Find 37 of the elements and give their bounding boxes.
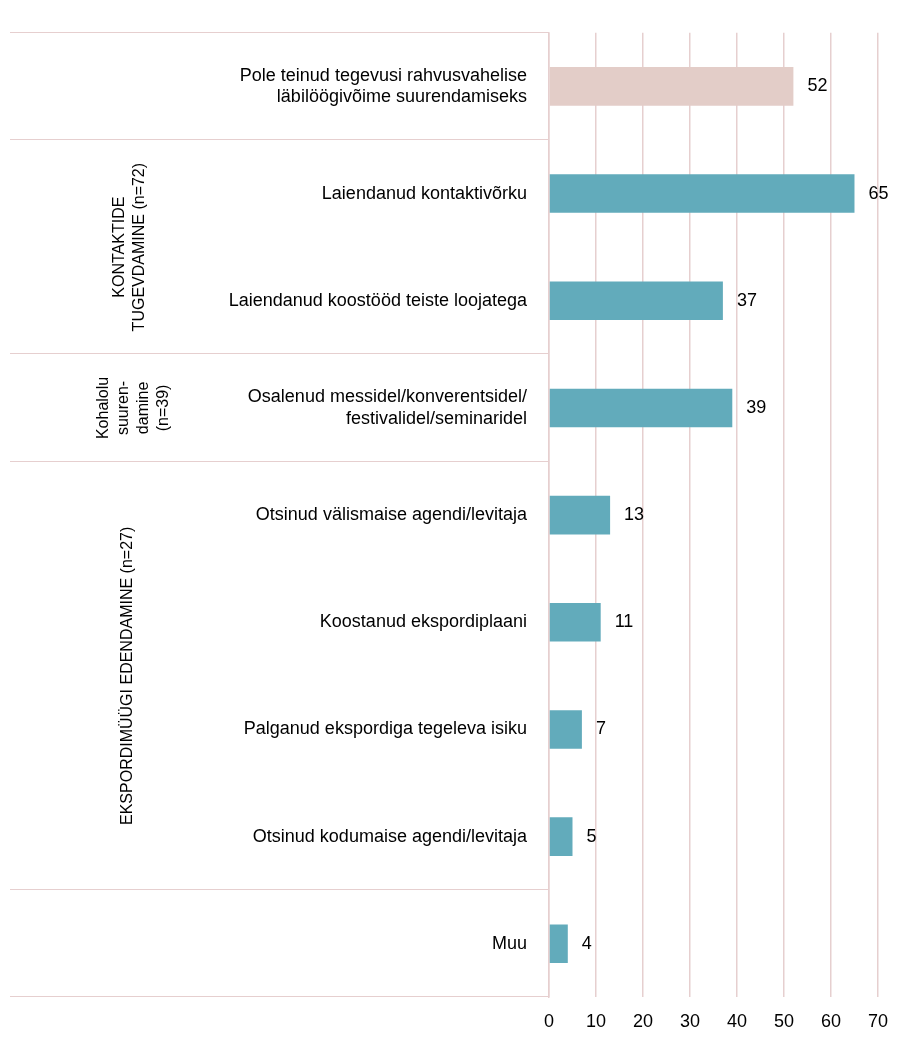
x-tick-label: 10 (585, 1011, 607, 1032)
x-tick-label: 20 (632, 1011, 654, 1032)
text: Kohalolu suuren-damine (n=39) (94, 376, 172, 440)
bar (549, 602, 601, 642)
x-tick-label: 0 (543, 1011, 555, 1032)
bar (549, 281, 723, 321)
y-tick-label: Otsinud välismaise agendi/levitaja (255, 504, 528, 525)
y-tick-label: Laiendanud kontaktivõrku (321, 182, 527, 203)
data-label: 7 (595, 718, 606, 739)
text: KONTAKTIDE TUGEVDAMINE (n=72) (110, 162, 148, 332)
x-tick-label: 60 (820, 1011, 842, 1032)
data-label: 11 (614, 611, 634, 632)
data-label: 52 (807, 75, 828, 96)
x-tick-label: 50 (773, 1011, 795, 1032)
x-tick-label: 30 (679, 1011, 701, 1032)
text: EKSPORDIMÜÜGI EDENDAMINE (n=27) (118, 526, 136, 826)
x-tick-label: 70 (867, 1011, 888, 1032)
y-tick-label: Osalenud messidel/konverentsidel/ festivalidel/seminaridel (247, 386, 527, 428)
data-label: 5 (586, 825, 597, 846)
bar (549, 924, 568, 964)
bar (549, 495, 611, 535)
y-tick-label: Laiendanud koostööd teiste loojatega (228, 289, 528, 310)
bar (549, 817, 573, 856)
data-label: 13 (624, 504, 645, 525)
data-label: 39 (746, 396, 767, 417)
y-tick-label: Muu (491, 932, 527, 953)
y-tick-label: Palganud ekspordiga tegeleva isiku (243, 718, 527, 739)
y-tick-label: Koostanud ekspordiplaani (319, 611, 527, 632)
data-label: 65 (868, 182, 889, 203)
bar (549, 174, 855, 213)
x-tick-label: 40 (726, 1011, 748, 1032)
data-label: 4 (581, 932, 592, 953)
y-tick-label: Pole teinud tegevusi rahvusvahelise läbilöögivõime suurendamiseks (239, 64, 527, 107)
y-tick-label: Otsinud kodumaise agendi/levitaja (252, 825, 528, 846)
data-label: 37 (736, 289, 757, 310)
bar (549, 388, 733, 428)
bar (549, 710, 582, 749)
